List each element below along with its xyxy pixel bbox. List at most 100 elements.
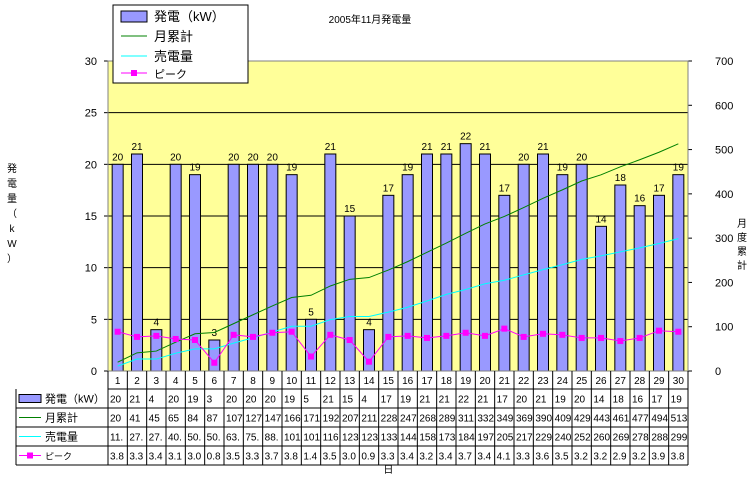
bar-data-label: 5 — [308, 307, 314, 318]
bar-data-label: 21 — [421, 142, 433, 153]
peak-marker — [346, 337, 353, 343]
table-cell: 3.4 — [400, 452, 414, 463]
x-tick-label: 21 — [499, 376, 511, 387]
table-cell: 84 — [187, 414, 199, 425]
table-cell: 75. — [245, 433, 259, 444]
y-right-tick-label: 400 — [715, 189, 733, 201]
table-cell: 20 — [168, 395, 180, 406]
chart-title: 2005年11月発電量 — [329, 13, 412, 26]
table-cell: 14 — [593, 395, 605, 406]
bar-data-label: 17 — [383, 183, 395, 194]
peak-marker — [520, 333, 527, 340]
table-cell: 158 — [419, 433, 436, 444]
x-tick-label: 26 — [595, 376, 607, 387]
x-tick-label: 7 — [231, 376, 237, 387]
bar — [111, 163, 124, 372]
table-cell: 205 — [497, 433, 514, 444]
y-left-axis-label-char: k — [10, 224, 16, 235]
y-left-axis-label-char: W — [7, 239, 17, 250]
table-cell: 107 — [226, 414, 243, 425]
table-cell: 21 — [439, 395, 451, 406]
bar-data-label: 20 — [267, 152, 279, 163]
table-cell: 19 — [187, 395, 199, 406]
table-cell: 19 — [671, 395, 683, 406]
table-cell: 3.0 — [342, 452, 356, 463]
peak-marker — [598, 334, 604, 341]
y-right-tick-label: 200 — [715, 277, 733, 289]
table-cell: 116 — [323, 433, 339, 444]
y-right-axis-label-char: 計 — [737, 259, 747, 272]
x-tick-label: 13 — [344, 376, 356, 387]
bar — [401, 174, 414, 372]
y-left-axis-label-char: 発 — [7, 162, 17, 175]
y-left-axis-label-char: 電 — [7, 178, 17, 190]
table-cell: 3.2 — [419, 452, 433, 463]
table-cell: 21 — [477, 395, 489, 406]
bar-data-label: 19 — [286, 163, 298, 174]
table-cell: 4 — [361, 395, 367, 406]
table-cell: 4 — [149, 395, 155, 406]
bar — [517, 163, 530, 372]
bar-data-label: 17 — [653, 183, 665, 194]
y-right-axis-label-char: 月 — [737, 218, 747, 230]
table-cell: 278 — [632, 433, 649, 444]
x-tick-label: 14 — [363, 376, 375, 387]
table-cell: 269 — [613, 433, 630, 444]
table-cell: 45 — [149, 414, 161, 425]
table-cell: 3.2 — [574, 452, 588, 463]
table-cell: 268 — [419, 414, 436, 425]
y-left-tick-label: 10 — [85, 263, 97, 275]
table-cell: 50. — [187, 433, 201, 444]
table-cell: 5 — [303, 395, 309, 406]
x-tick-label: 28 — [634, 376, 646, 387]
peak-marker — [134, 333, 140, 340]
table-cell: 40. — [168, 433, 182, 444]
cumulative-line — [117, 143, 679, 363]
bar-data-label: 17 — [499, 183, 511, 194]
x-tick-label: 18 — [441, 376, 453, 387]
bar — [247, 163, 259, 372]
peak-marker — [288, 328, 295, 335]
bar — [595, 225, 607, 372]
x-tick-label: 8 — [250, 376, 256, 387]
legend-swatch-bar — [120, 10, 148, 23]
table-row-header: 発電（kW） — [45, 392, 105, 406]
table-cell: 260 — [593, 433, 610, 444]
x-tick-label: 15 — [383, 376, 395, 387]
table-cell: 20 — [110, 395, 122, 406]
table-cell: 211 — [361, 414, 377, 425]
bar-data-label: 20 — [247, 152, 259, 163]
y-left-axis-label-char: 量 — [7, 193, 17, 205]
table-cell: 17 — [381, 395, 393, 406]
table-cell: 3.8 — [284, 452, 298, 463]
peak-marker — [656, 327, 662, 334]
bar-data-label: 21 — [131, 142, 143, 153]
table-cell: 21 — [323, 395, 335, 406]
y-right-axis-label-char: 累 — [737, 246, 747, 258]
table-cell: 409 — [555, 414, 572, 425]
x-axis-label: 日 — [383, 465, 393, 476]
legend-label-peak: ピーク — [154, 68, 187, 81]
peak-marker — [559, 331, 566, 338]
y-right-tick-label: 300 — [715, 233, 733, 245]
peak-marker — [211, 359, 218, 366]
table-cell: 147 — [265, 414, 282, 425]
peak-marker — [327, 331, 334, 338]
bar-data-label: 20 — [518, 152, 530, 163]
table-cell: 20 — [245, 395, 257, 406]
table-cell: 3.9 — [651, 452, 665, 463]
peak-marker — [269, 329, 276, 336]
table-cell: 17 — [651, 395, 663, 406]
peak-marker — [443, 332, 450, 339]
table-cell: 101 — [303, 433, 320, 444]
table-cell: 3.8 — [671, 452, 685, 463]
table-cell: 332 — [477, 414, 494, 425]
y-left-tick-label: 15 — [85, 211, 97, 223]
table-cell: 63. — [226, 433, 240, 444]
table-row-header: ピーク — [45, 452, 72, 462]
sales-line — [117, 238, 679, 367]
table-cell: 3.3 — [516, 452, 530, 463]
table-cell: 3.5 — [226, 452, 240, 463]
x-tick-label: 25 — [576, 376, 588, 387]
y-right-tick-label: 700 — [715, 56, 733, 68]
